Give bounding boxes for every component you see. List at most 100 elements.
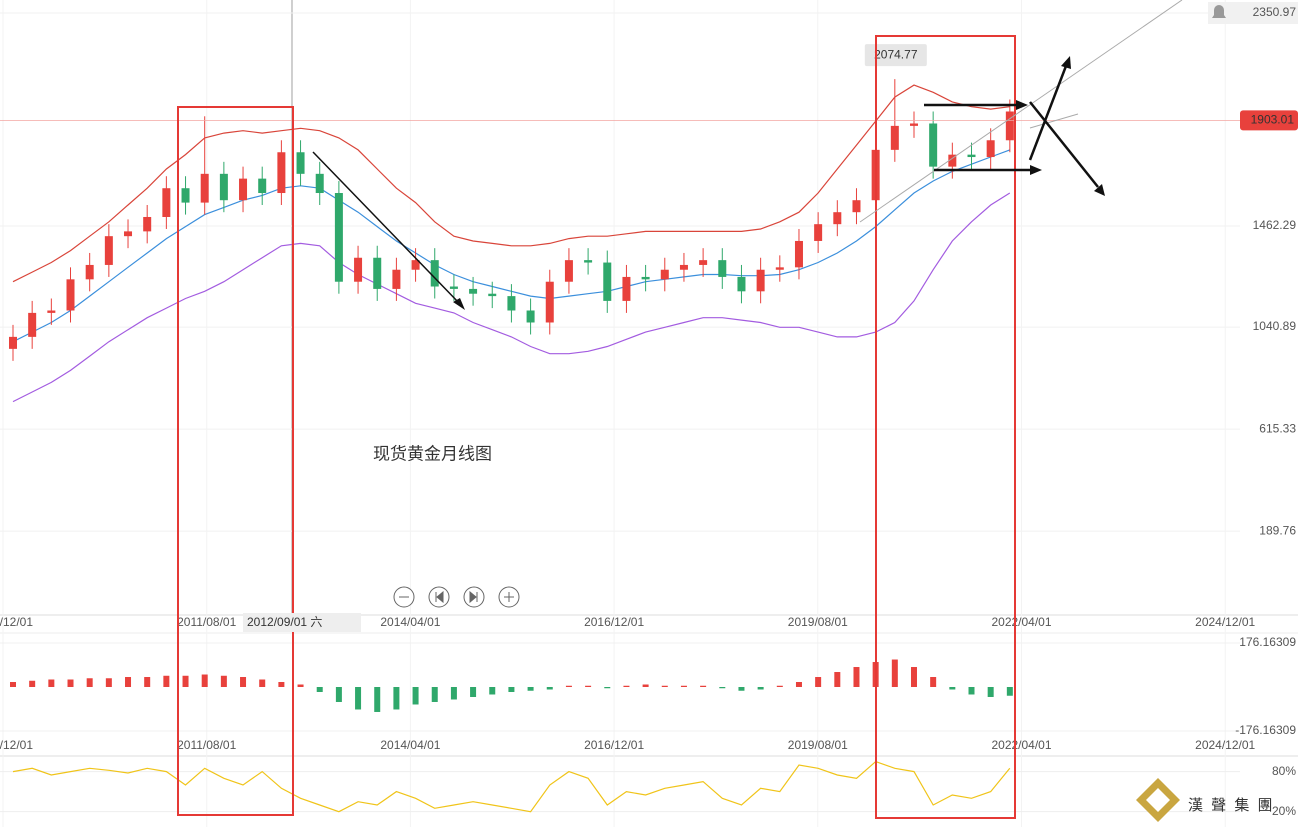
- candle-body: [526, 310, 535, 323]
- x-tick-label: 2011/08/01: [177, 615, 236, 629]
- macd-bar: [278, 682, 285, 687]
- macd-bar: [355, 687, 362, 710]
- y-tick-label: 176.16309: [1239, 635, 1296, 649]
- indicator-line: [12, 192, 1011, 403]
- y-tick-label: 189.76: [1259, 523, 1296, 537]
- macd-bar: [891, 659, 898, 687]
- logo-text: 漢 聲 集 團: [1188, 797, 1275, 814]
- indicator-line: [12, 84, 1010, 283]
- candle-body: [66, 279, 75, 311]
- arrowhead: [453, 298, 465, 310]
- candle-body: [679, 264, 688, 270]
- crosshair-label: 2012/09/01 六: [247, 615, 322, 629]
- macd-bar: [910, 667, 917, 687]
- macd-bar: [738, 687, 745, 691]
- kdj-line: [12, 760, 1011, 813]
- candle-body: [28, 312, 37, 337]
- candle-body: [967, 154, 976, 158]
- candle-body: [296, 152, 305, 174]
- candle-body: [660, 269, 669, 280]
- macd-bar: [48, 679, 55, 687]
- macd-bar: [719, 687, 726, 689]
- x-tick-label: 2011/08/01: [177, 738, 236, 752]
- arrow: [1029, 101, 1099, 188]
- arrow: [1029, 113, 1079, 129]
- macd-bar: [853, 667, 860, 687]
- y-tick-label: 2350.97: [1253, 5, 1297, 19]
- candle-body: [622, 276, 631, 301]
- macd-bar: [393, 687, 400, 710]
- x-tick-label: 2019/08/01: [788, 615, 848, 629]
- macd-bar: [815, 677, 822, 687]
- candle-body: [948, 154, 957, 167]
- macd-bar: [1006, 687, 1013, 696]
- macd-bar: [508, 687, 515, 692]
- candle-body: [641, 276, 650, 280]
- macd-bar: [105, 678, 112, 687]
- y-tick-label: 80%: [1272, 764, 1296, 778]
- macd-bar: [546, 687, 553, 690]
- arrowhead: [1094, 184, 1105, 196]
- candle-body: [488, 293, 497, 297]
- macd-bar: [125, 677, 132, 687]
- candle-body: [603, 262, 612, 301]
- icon: [504, 592, 514, 602]
- trend-line: [859, 0, 1183, 223]
- zoom-controls: [393, 586, 520, 608]
- candle-body: [411, 260, 420, 270]
- macd-bar: [987, 687, 994, 697]
- candle-body: [852, 200, 861, 213]
- macd-bar: [163, 675, 170, 687]
- bell-icon[interactable]: [1212, 5, 1226, 18]
- y-tick-label: 20%: [1272, 804, 1296, 818]
- candle-body: [718, 260, 727, 277]
- macd-bar: [29, 680, 36, 687]
- macd-bar: [527, 687, 534, 691]
- macd-bar: [661, 685, 668, 687]
- candle-body: [392, 269, 401, 289]
- candle-body: [584, 260, 593, 263]
- annotations: [177, 0, 1183, 819]
- arrow: [312, 151, 461, 305]
- max-marker-box: [864, 44, 927, 67]
- logo: 漢 聲 集 團: [1136, 778, 1275, 822]
- logo-mark: [1146, 788, 1170, 812]
- candle-body: [85, 264, 94, 280]
- candle-body: [239, 178, 248, 201]
- y-tick-label: 1040.89: [1253, 319, 1297, 333]
- candle-body: [929, 123, 938, 167]
- last-price-label: 1903.01: [1251, 113, 1295, 127]
- macd-bar: [585, 685, 592, 687]
- macd-bar: [259, 679, 266, 687]
- macd-bar: [489, 687, 496, 695]
- y-tick-label: 615.33: [1259, 421, 1296, 435]
- candle-body: [507, 296, 516, 311]
- macd-bar: [795, 682, 802, 687]
- candle-body: [756, 269, 765, 292]
- macd-bar: [240, 677, 247, 687]
- x-tick-label: 2022/04/01: [991, 738, 1051, 752]
- macd-bar: [297, 684, 304, 687]
- highlight-box: [177, 106, 294, 816]
- x-tick-label: 2024/12/01: [1195, 615, 1255, 629]
- arrow: [1028, 65, 1068, 161]
- macd-bar: [10, 682, 16, 687]
- macd-bar: [470, 687, 477, 697]
- x-tick-label: 2014/04/01: [380, 738, 440, 752]
- macd-bar: [201, 674, 208, 687]
- candle-body: [277, 152, 286, 194]
- candle-body: [545, 281, 554, 323]
- candle-body: [200, 173, 209, 203]
- macd-bar: [431, 687, 438, 702]
- macd-bar: [968, 687, 975, 695]
- candle-body: [775, 267, 784, 270]
- macd-bar: [642, 684, 649, 687]
- last-price-box: [1240, 110, 1298, 131]
- candle-body: [449, 286, 458, 289]
- macd-bar: [412, 687, 419, 705]
- macd-bar: [67, 679, 74, 687]
- macd-bar: [700, 685, 707, 687]
- top-price-box: [1208, 2, 1298, 24]
